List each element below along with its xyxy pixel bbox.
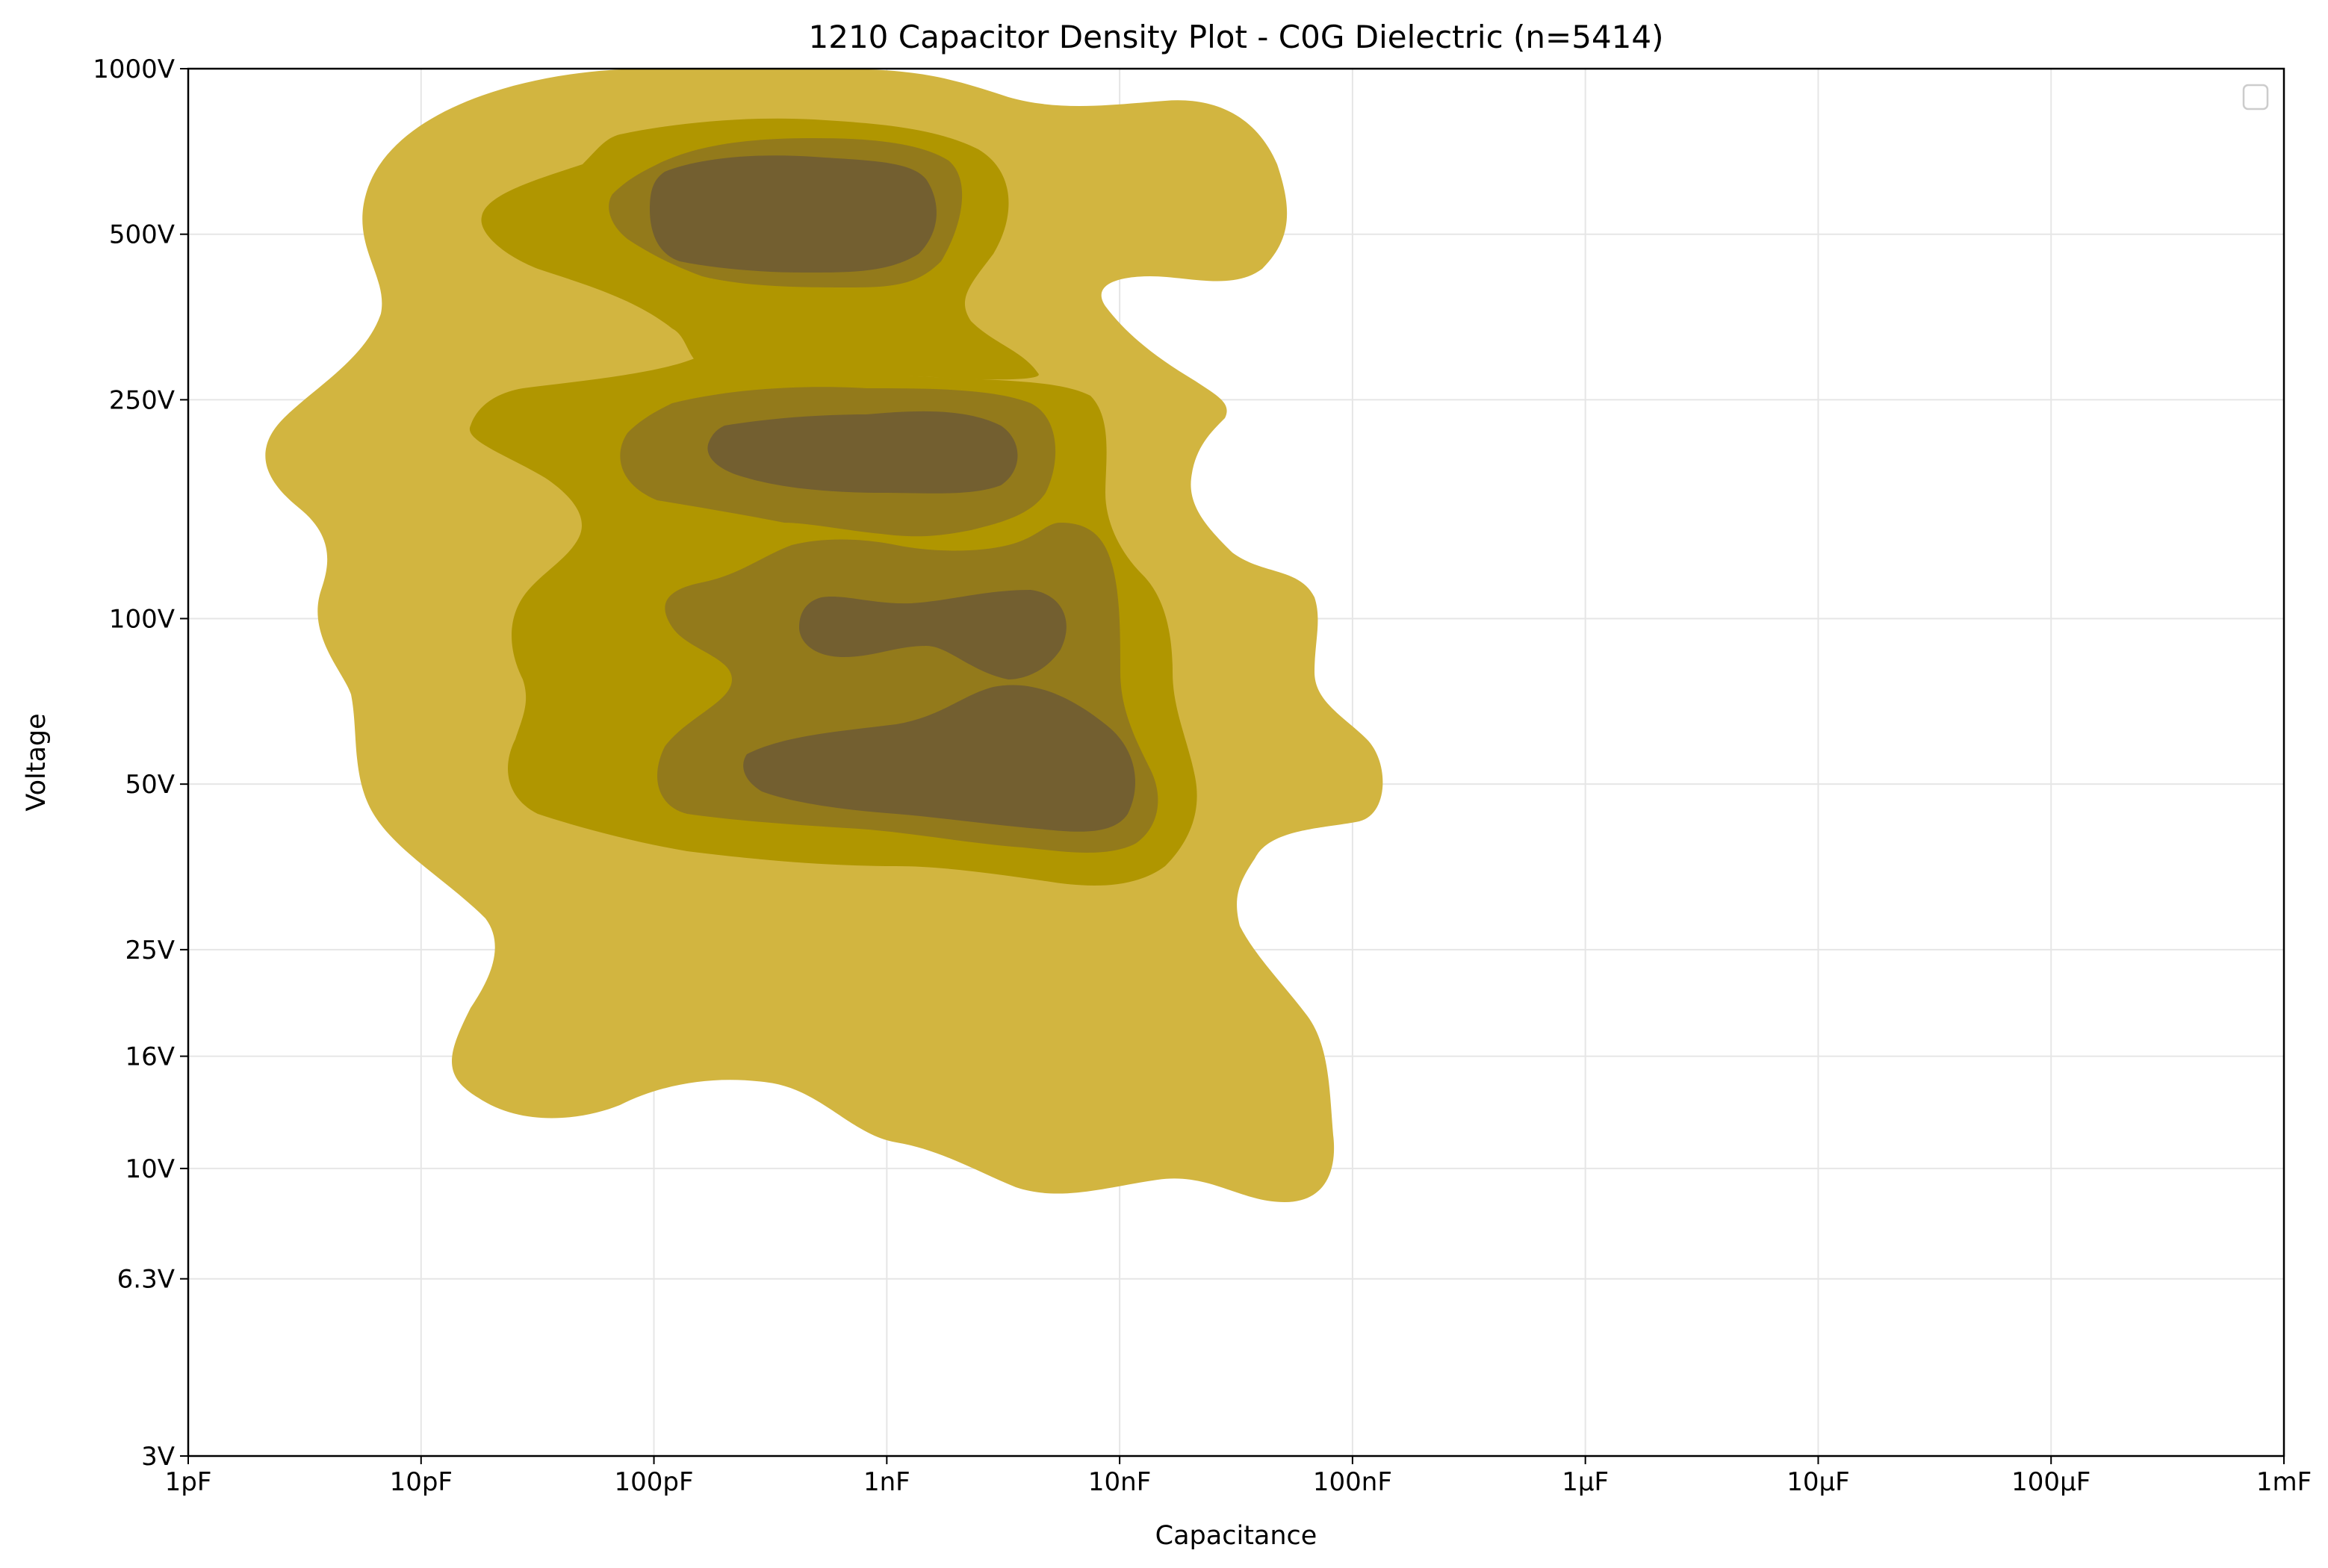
y-tick-label: 10V — [125, 1154, 175, 1184]
x-tick-label: 1mF — [2256, 1467, 2312, 1497]
x-tick-label: 1nF — [863, 1467, 910, 1497]
x-tick-label: 100pF — [615, 1467, 694, 1497]
y-tick-label: 500V — [109, 220, 175, 250]
x-tick-label: 10nF — [1088, 1467, 1151, 1497]
y-tick-label: 50V — [125, 770, 175, 800]
chart-title: 1210 Capacitor Density Plot - C0G Dielec… — [809, 19, 1664, 55]
y-tick-label: 25V — [125, 936, 175, 965]
y-tick-label: 250V — [109, 385, 175, 415]
y-axis-label: Voltage — [22, 713, 52, 811]
x-tick-label: 10µF — [1787, 1467, 1849, 1497]
x-axis-ticks: 1pF 10pF 100pF 1nF 10nF 100nF 1µF 10µF 100µF 1mF — [165, 1456, 2312, 1497]
x-tick-label: 1pF — [165, 1467, 212, 1497]
density-level-4 — [650, 155, 937, 273]
x-tick-label: 10pF — [390, 1467, 453, 1497]
y-tick-label: 1000V — [93, 55, 175, 84]
density-level-4 — [707, 411, 1018, 494]
x-tick-label: 100µF — [2011, 1467, 2090, 1497]
density-level-4 — [799, 590, 1067, 679]
x-tick-label: 100nF — [1313, 1467, 1392, 1497]
y-tick-label: 6.3V — [117, 1265, 175, 1295]
x-axis-label: Capacitance — [1155, 1521, 1317, 1551]
y-tick-label: 100V — [109, 604, 175, 634]
x-tick-label: 1µF — [1562, 1467, 1609, 1497]
y-tick-label: 16V — [125, 1042, 175, 1072]
y-axis-ticks: 3V 6.3V 10V 16V 25V 50V 100V 250V 500V 1000V — [93, 55, 188, 1472]
legend-box — [2242, 84, 2269, 111]
density-contours — [265, 69, 1383, 1202]
density-level-4 — [743, 685, 1135, 832]
plot-frame — [187, 67, 2285, 1457]
y-tick-label: 3V — [141, 1442, 175, 1472]
